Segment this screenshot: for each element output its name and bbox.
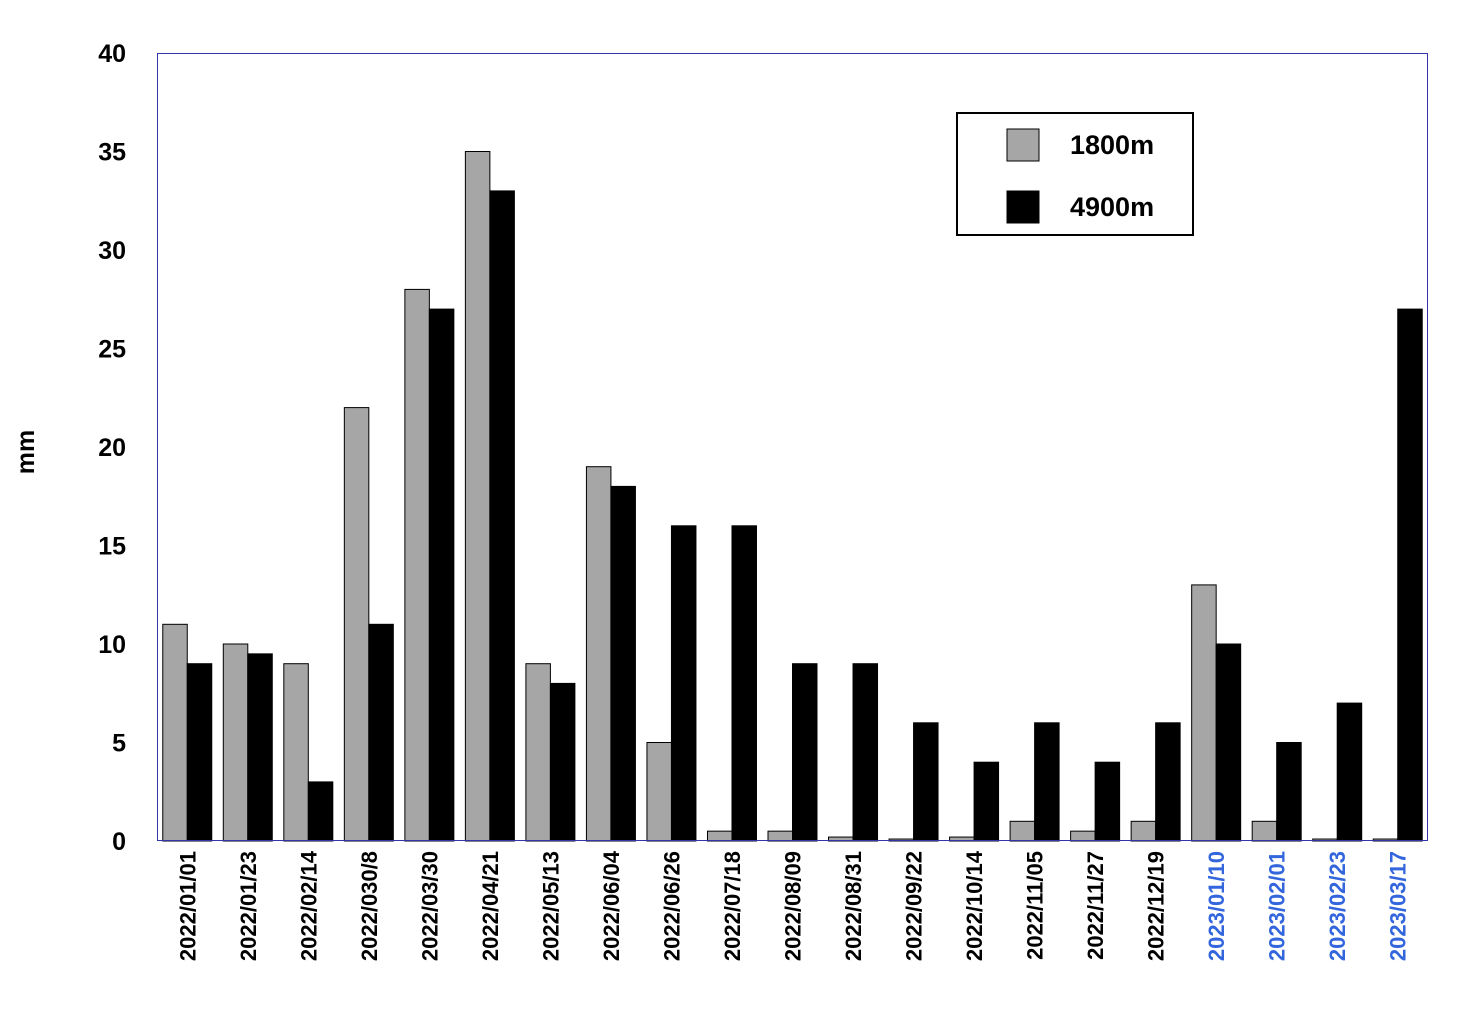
- legend-swatch-1800m: [1006, 128, 1040, 162]
- y-tick-label: 35: [98, 139, 126, 167]
- x-tick-label: 2023/03/17: [1386, 851, 1411, 961]
- y-axis-title: mm: [12, 430, 40, 474]
- bar-1800m-2022/03/30: [404, 288, 430, 842]
- bar-1800m-2022/06/04: [585, 466, 612, 842]
- bar-1800m-2022/08/09: [767, 830, 793, 842]
- y-tick-label: 30: [98, 237, 126, 265]
- bar-4900m-2022/04/21: [489, 190, 515, 842]
- legend-swatch-4900m: [1006, 190, 1040, 224]
- bar-4900m-2023/02/01: [1276, 742, 1302, 842]
- y-tick-label: 25: [98, 336, 126, 364]
- x-tick-label: 2022/06/04: [599, 850, 624, 961]
- x-tick-label: 2023/02/01: [1265, 851, 1290, 961]
- x-tick-label: 2022/09/22: [902, 851, 927, 961]
- x-tick-label: 2022/11/05: [1023, 851, 1048, 960]
- bar-1800m-2022/04/21: [464, 151, 491, 842]
- x-tick-label: 2022/11/27: [1083, 851, 1108, 960]
- bar-4900m-2022/03/30: [428, 308, 455, 842]
- bar-4900m-2022/01/23: [247, 653, 273, 842]
- bar-1800m-2022/07/18: [706, 830, 733, 842]
- x-tick-label: 2023/02/23: [1325, 851, 1350, 961]
- bar-4900m-2022/11/27: [1094, 761, 1121, 842]
- x-tick-label: 2022/07/18: [720, 851, 745, 961]
- bar-4900m-2022/09/22: [913, 722, 939, 842]
- bar-1800m-2022/06/26: [646, 742, 672, 842]
- bar-1800m-2022/02/14: [283, 663, 309, 842]
- y-tick-label: 10: [98, 631, 126, 659]
- x-tick-label: 2022/02/14: [296, 850, 321, 961]
- x-tick-label: 2022/12/19: [1144, 851, 1169, 961]
- bar-4900m-2022/12/19: [1155, 722, 1181, 842]
- x-tick-label: 2022/10/14: [962, 850, 987, 961]
- legend-label-1800m: 1800m: [1070, 130, 1154, 160]
- bar-4900m-2022/10/14: [973, 761, 1000, 842]
- bar-4900m-2023/02/23: [1336, 702, 1363, 842]
- bar-4900m-2022/030/8: [368, 623, 394, 842]
- bar-1800m-2022/11/05: [1009, 820, 1036, 842]
- bar-4900m-2023/01/10: [1215, 643, 1242, 842]
- bar-4900m-2022/01/01: [186, 663, 213, 842]
- y-tick-label: 0: [112, 828, 126, 856]
- bar-1800m-2022/01/01: [162, 623, 188, 842]
- bar-4900m-2022/02/14: [307, 781, 334, 842]
- legend-box: [956, 112, 1194, 236]
- bar-1800m-2022/05/13: [525, 663, 551, 842]
- bar-4900m-2022/08/31: [852, 663, 879, 842]
- bar-1800m-2022/01/23: [222, 643, 249, 842]
- bar-1800m-2023/01/10: [1191, 584, 1217, 842]
- bar-4900m-2022/06/26: [670, 525, 697, 842]
- bar-4900m-2022/08/09: [792, 663, 818, 842]
- y-tick-label: 5: [112, 730, 126, 758]
- y-tick-label: 20: [98, 434, 126, 462]
- x-tick-label: 2022/08/31: [841, 851, 866, 961]
- x-tick-label: 2022/01/01: [175, 851, 200, 961]
- bar-4900m-2022/11/05: [1034, 722, 1060, 842]
- bar-4900m-2023/03/17: [1397, 308, 1423, 842]
- y-tick-label: 40: [98, 40, 126, 68]
- legend-label-4900m: 4900m: [1070, 192, 1154, 222]
- x-tick-label: 2022/03/30: [417, 851, 442, 961]
- bar-1800m-2022/12/19: [1130, 820, 1157, 842]
- plot-border: [157, 53, 1428, 841]
- bar-1800m-2023/02/01: [1251, 820, 1278, 842]
- x-tick-label: 2022/04/21: [478, 851, 503, 961]
- bar-4900m-2022/06/04: [610, 485, 636, 842]
- y-tick-label: 15: [98, 533, 126, 561]
- x-axis: 2022/01/01 2022/01/23 2022/02/14 2022/030/8…: [175, 850, 1410, 961]
- bar-1800m-2022/030/8: [343, 407, 370, 842]
- x-tick-label: 2022/08/09: [781, 851, 806, 961]
- x-tick-label: 2022/01/23: [236, 851, 261, 961]
- x-tick-label: 2023/01/10: [1204, 851, 1229, 961]
- bar-4900m-2022/07/18: [731, 525, 757, 842]
- x-tick-label: 2022/06/26: [659, 851, 684, 961]
- x-tick-label: 2022/030/8: [357, 851, 382, 961]
- bar-1800m-2022/11/27: [1070, 830, 1096, 842]
- bar-4900m-2022/05/13: [549, 682, 576, 842]
- y-axis: 0 5 10 15 20 25 30 35 40: [98, 40, 126, 856]
- x-tick-label: 2022/05/13: [538, 851, 563, 961]
- legend: 1800m 4900m: [956, 112, 1194, 236]
